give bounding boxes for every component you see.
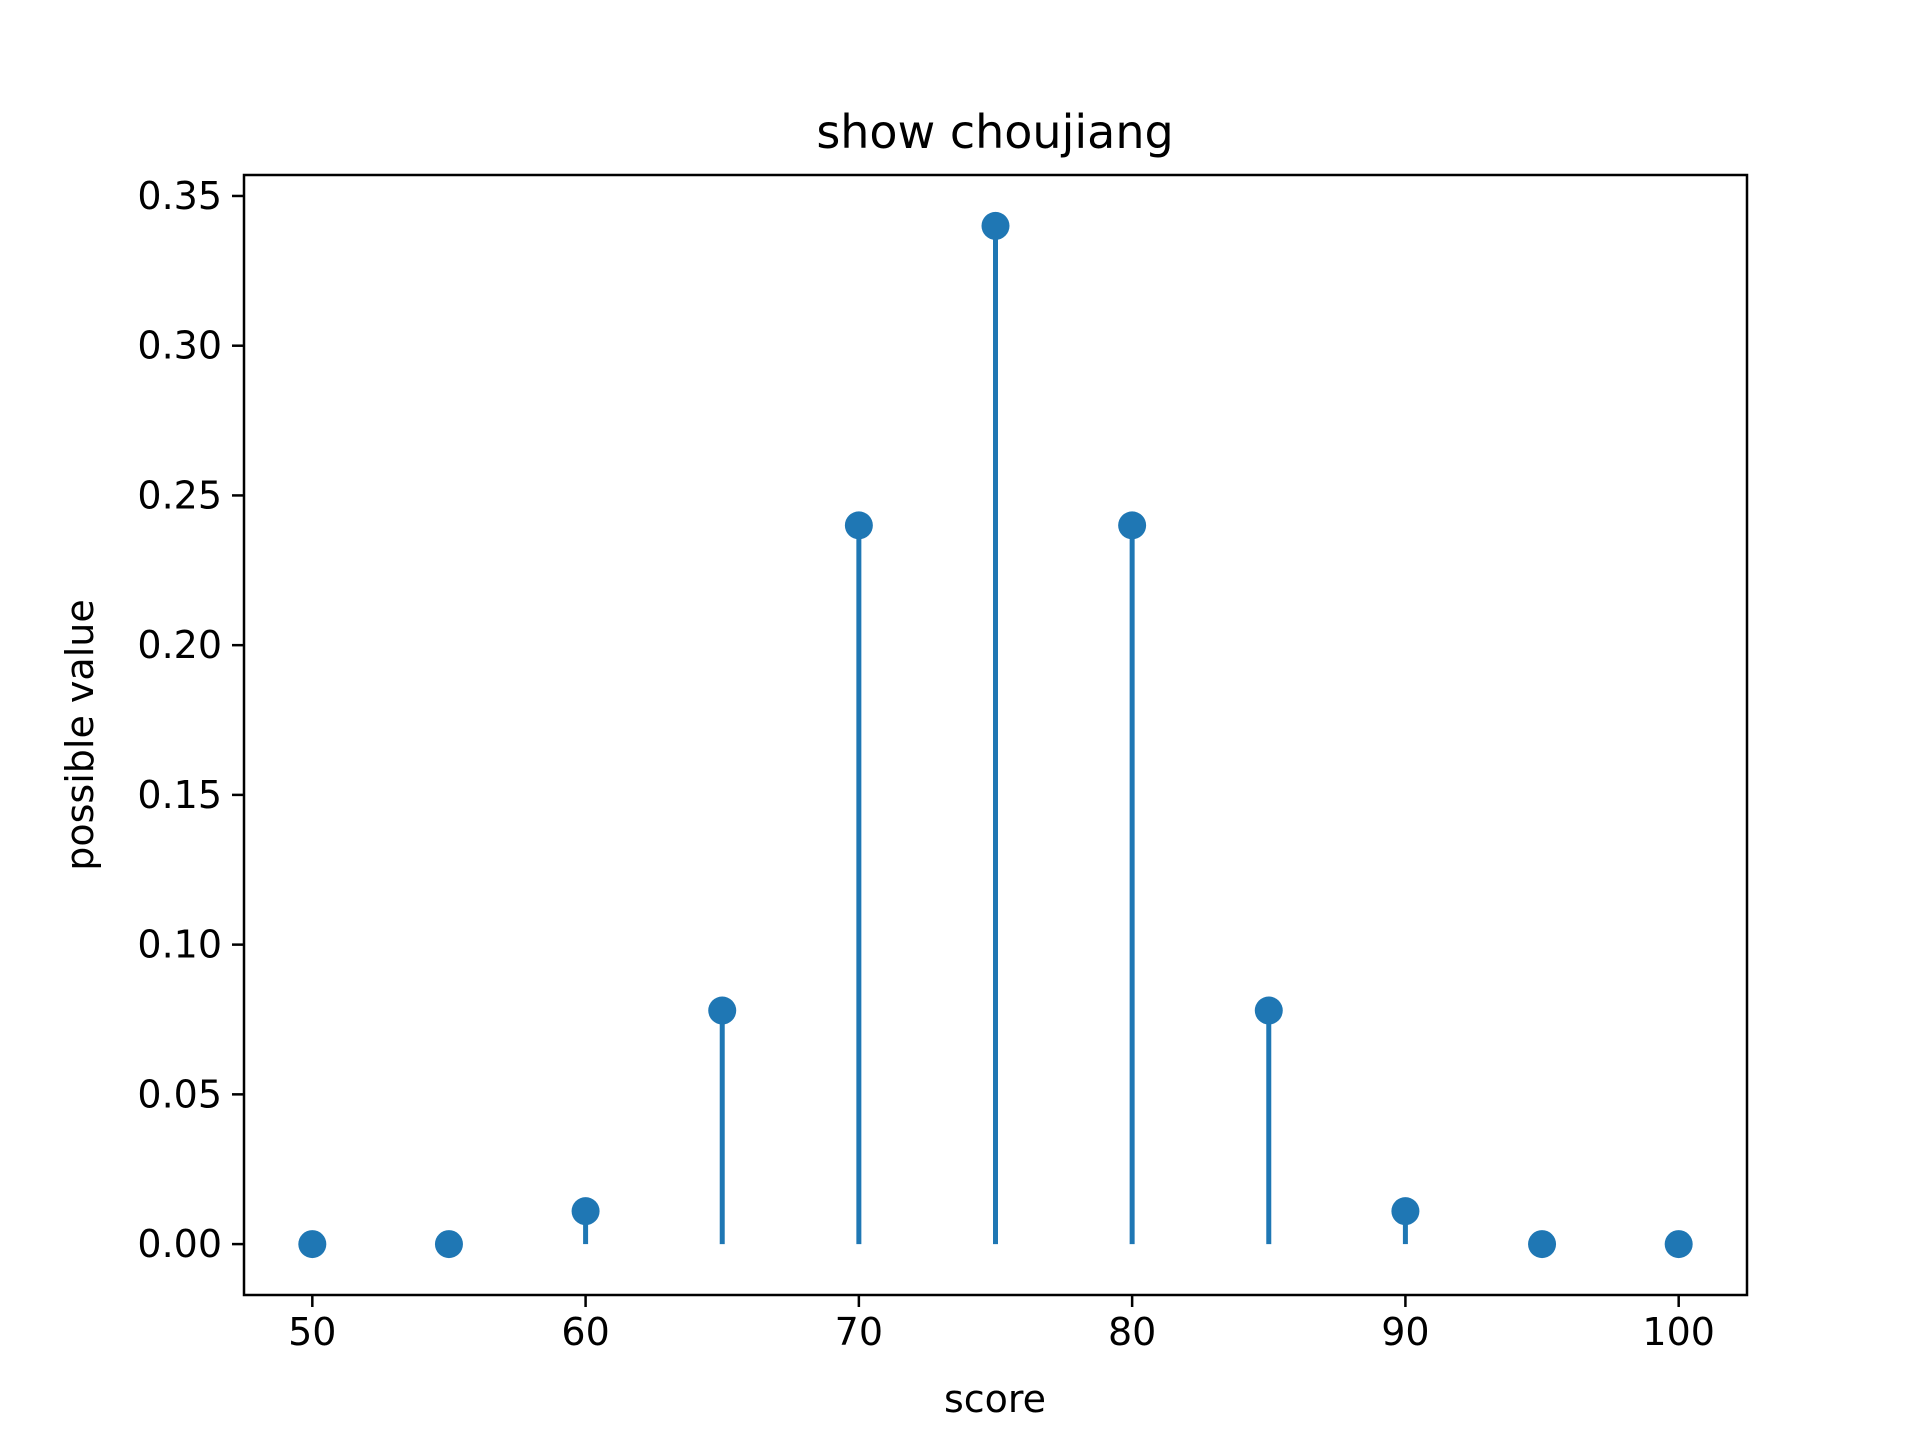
stem-marker bbox=[981, 211, 1010, 240]
stem-marker bbox=[571, 1197, 600, 1226]
x-tick-label: 60 bbox=[561, 1310, 609, 1354]
y-axis-label: possible value bbox=[58, 599, 102, 870]
stem-marker bbox=[708, 996, 737, 1025]
stem-marker bbox=[844, 511, 873, 540]
stem-marker bbox=[434, 1230, 463, 1259]
x-tick-label: 70 bbox=[835, 1310, 883, 1354]
x-tick-label: 100 bbox=[1642, 1310, 1715, 1354]
y-tick-label: 0.05 bbox=[137, 1072, 222, 1116]
x-tick-label: 90 bbox=[1381, 1310, 1429, 1354]
y-tick-label: 0.00 bbox=[137, 1222, 222, 1266]
y-tick-label: 0.30 bbox=[137, 324, 222, 368]
plot-area bbox=[298, 211, 1693, 1259]
y-tick-label: 0.25 bbox=[137, 473, 222, 517]
stem-marker bbox=[1118, 511, 1147, 540]
x-axis-label: score bbox=[944, 1377, 1046, 1421]
chart-title: show choujiang bbox=[816, 105, 1173, 159]
x-tick-label: 80 bbox=[1108, 1310, 1156, 1354]
stem-marker bbox=[1254, 996, 1283, 1025]
y-tick-label: 0.20 bbox=[137, 623, 222, 667]
y-tick-label: 0.15 bbox=[137, 773, 222, 817]
axes-frame bbox=[242, 173, 1749, 1297]
stem-marker bbox=[1664, 1230, 1693, 1259]
y-tick-label: 0.35 bbox=[137, 174, 222, 218]
y-tick-label: 0.10 bbox=[137, 923, 222, 967]
x-tick-label: 50 bbox=[288, 1310, 336, 1354]
stem-marker bbox=[1391, 1197, 1420, 1226]
stem-marker bbox=[1528, 1230, 1557, 1259]
stem-marker bbox=[298, 1230, 327, 1259]
